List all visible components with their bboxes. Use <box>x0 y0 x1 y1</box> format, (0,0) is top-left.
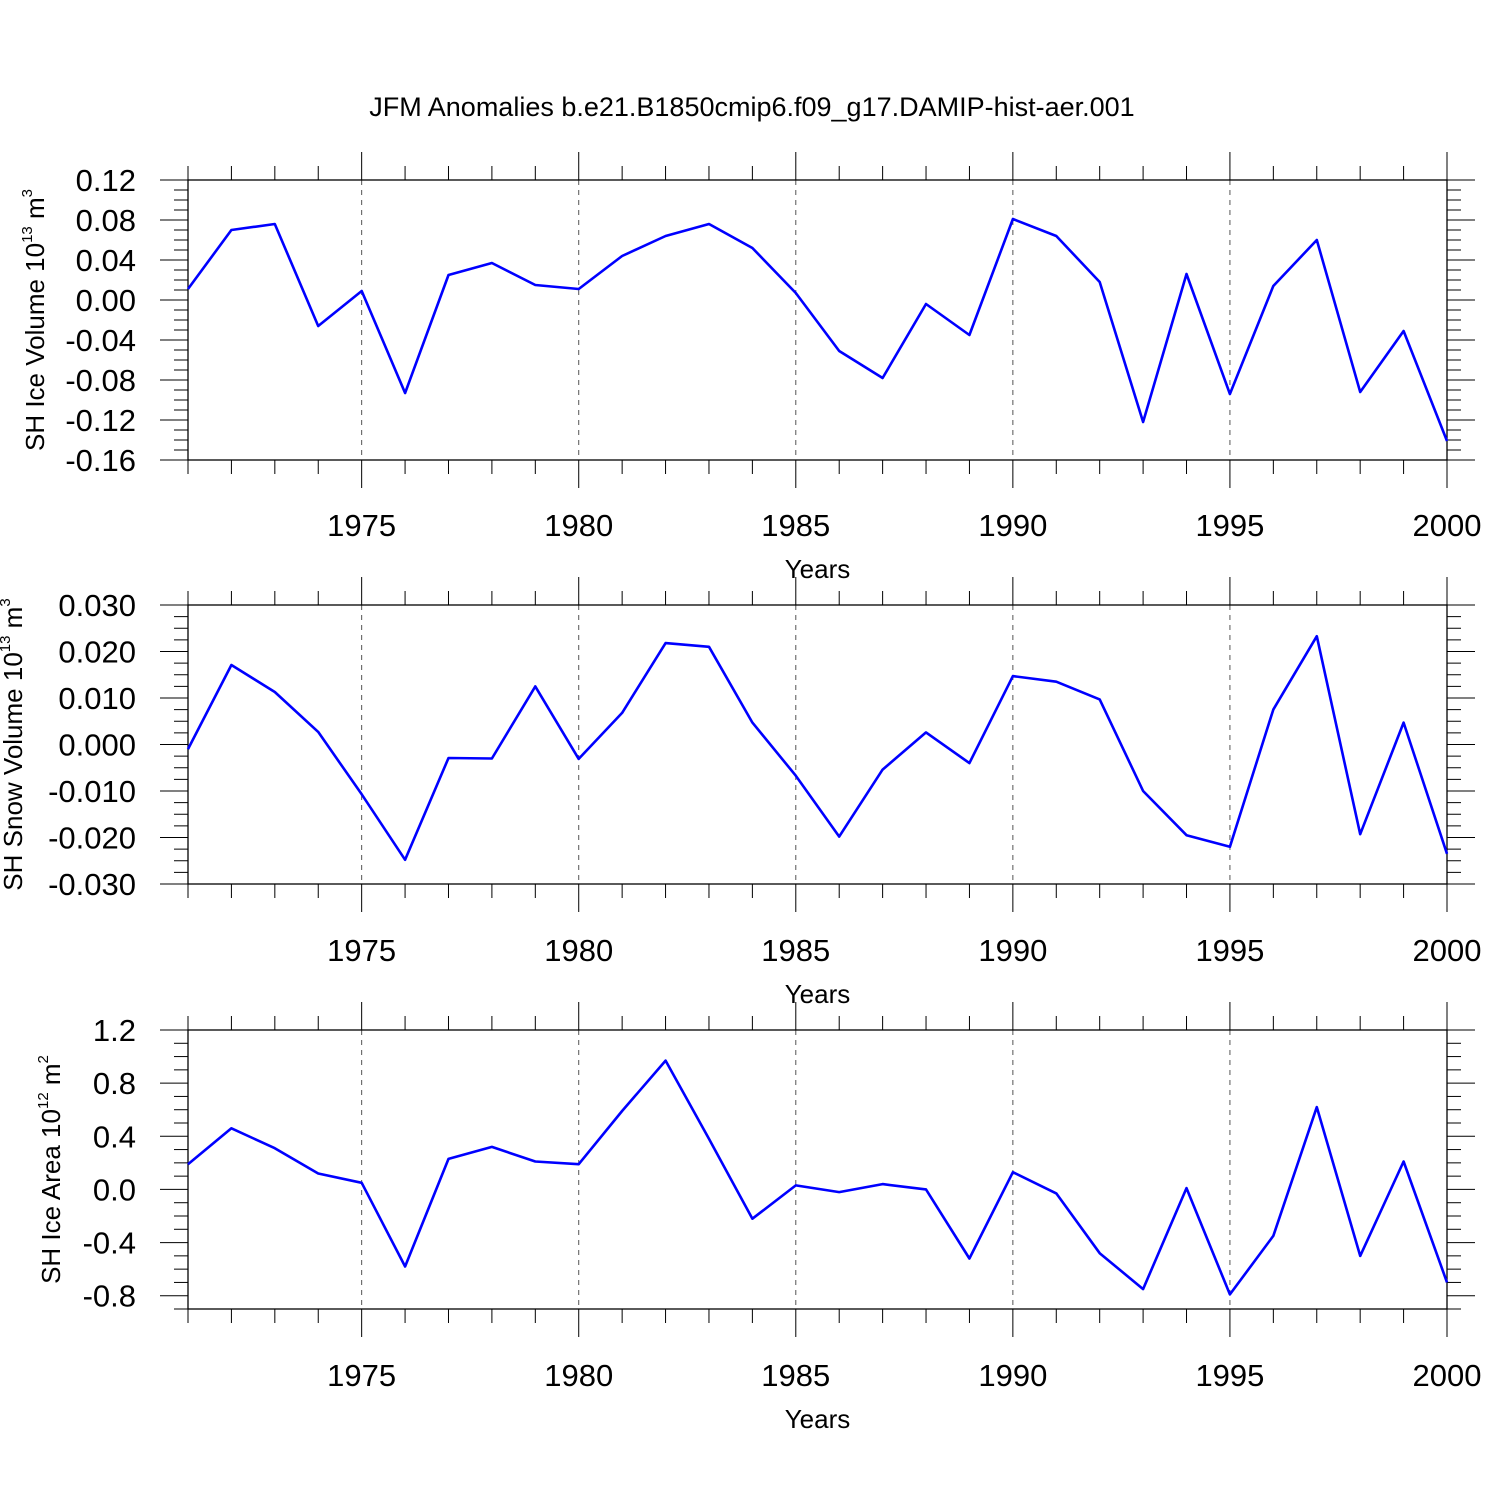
panel-3: 1.2 0.8 0.4 0.0 -0.4 -0.8 1975 1980 1985 1990 1995… <box>35 1002 1481 1434</box>
x-tick-label: 1975 <box>327 1358 396 1393</box>
x-axis-title: Years <box>785 1404 851 1434</box>
y-tick-label: 0.030 <box>58 588 136 623</box>
y-axis-label-text: SH Ice Area 10 <box>36 1109 66 1284</box>
x-tick-label: 1990 <box>978 933 1047 968</box>
x-tick-label: 1975 <box>327 508 396 543</box>
y-axis-unit: m <box>20 197 50 226</box>
x-tick-label: 1995 <box>1195 1358 1264 1393</box>
y-tick-label: -0.8 <box>83 1279 136 1314</box>
y-axis-unit-exponent: 3 <box>0 598 14 606</box>
x-tick-label: 1980 <box>544 1358 613 1393</box>
y-tick-label: -0.030 <box>48 867 136 902</box>
x-tick-label: 1980 <box>544 508 613 543</box>
y-tick-label: 0.00 <box>76 283 136 318</box>
y-tick-label: 0.12 <box>76 163 136 198</box>
series-line <box>187 1059 1449 1296</box>
x-tick-label: 1990 <box>978 508 1047 543</box>
y-axis-title: SH Snow Volume 1013 m3 <box>0 598 28 890</box>
x-tick-label: 1990 <box>978 1358 1047 1393</box>
series-line <box>186 634 1449 862</box>
x-tick-label: 1985 <box>761 1358 830 1393</box>
series-line <box>186 217 1449 442</box>
y-axis-exponent: 12 <box>35 1092 52 1109</box>
y-axis-title: SH Ice Area 1012 m2 <box>35 1055 66 1284</box>
x-tick-label: 1995 <box>1195 508 1264 543</box>
y-tick-label: -0.020 <box>48 821 136 856</box>
chart-title: JFM Anomalies b.e21.B1850cmip6.f09_g17.D… <box>369 92 1134 122</box>
y-tick-label: 0.010 <box>58 681 136 716</box>
y-tick-label: 0.0 <box>93 1172 136 1207</box>
y-tick-label: -0.04 <box>65 323 136 358</box>
y-axis-unit-exponent: 3 <box>19 189 36 197</box>
y-tick-label: -0.08 <box>65 363 136 398</box>
x-tick-label: 1985 <box>761 933 830 968</box>
y-tick-label: 0.8 <box>93 1066 136 1101</box>
y-tick-label: 0.04 <box>76 243 136 278</box>
y-axis-label-text: SH Ice Volume 10 <box>20 243 50 451</box>
y-tick-label: 0.000 <box>58 728 136 763</box>
y-axis-exponent: 13 <box>0 636 14 653</box>
x-tick-label: 1980 <box>544 933 613 968</box>
x-tick-label: 1995 <box>1195 933 1264 968</box>
x-tick-label: 2000 <box>1413 1358 1482 1393</box>
y-tick-label: 1.2 <box>93 1013 136 1048</box>
y-tick-label: -0.12 <box>65 403 136 438</box>
y-axis-unit: m <box>0 607 28 636</box>
x-axis-title: Years <box>785 554 851 584</box>
y-axis-label-text: SH Snow Volume 10 <box>0 652 28 890</box>
y-axis-unit-exponent: 2 <box>35 1055 52 1063</box>
y-tick-label: 0.4 <box>93 1119 136 1154</box>
x-axis-title: Years <box>785 979 851 1009</box>
y-tick-label: 0.08 <box>76 203 136 238</box>
y-tick-label: -0.4 <box>83 1226 136 1261</box>
y-tick-label: -0.16 <box>65 443 136 478</box>
x-tick-label: 1985 <box>761 508 830 543</box>
plot-frame <box>187 1029 1448 1310</box>
x-tick-label: 1975 <box>327 933 396 968</box>
y-tick-label: -0.010 <box>48 774 136 809</box>
y-axis-title: SH Ice Volume 1013 m3 <box>19 189 50 451</box>
y-axis-exponent: 13 <box>19 226 36 243</box>
panel-2: 0.030 0.020 0.010 0.000 -0.010 -0.020 -0.030 19… <box>0 577 1481 1009</box>
y-axis-unit: m <box>36 1063 66 1092</box>
y-tick-label: 0.020 <box>58 635 136 670</box>
panels: 0.12 0.08 0.04 0.00 -0.04 -0.08 -0.12 -0.16 1975… <box>0 152 1481 1434</box>
x-tick-label: 2000 <box>1413 933 1482 968</box>
x-tick-label: 2000 <box>1413 508 1482 543</box>
panel-1: 0.12 0.08 0.04 0.00 -0.04 -0.08 -0.12 -0.16 1975… <box>19 152 1481 584</box>
